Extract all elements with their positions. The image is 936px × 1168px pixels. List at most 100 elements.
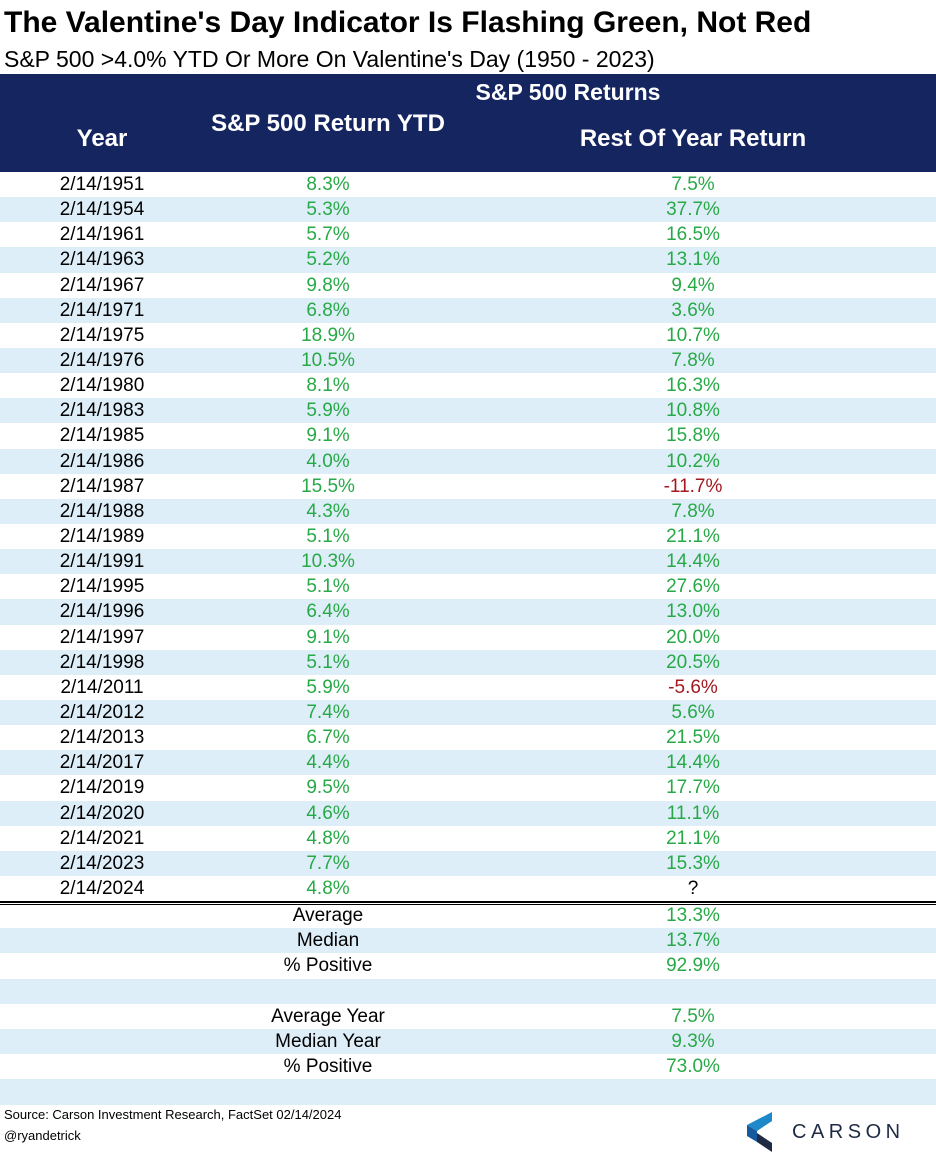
table-row: 2/14/2019 9.5% 17.7% <box>0 775 936 800</box>
table-row: 2/14/2012 7.4% 5.6% <box>0 699 936 726</box>
table-row: 2/14/1998 5.1% 20.5% <box>0 649 936 675</box>
cell-date: 2/14/1976 <box>59 349 145 371</box>
summary-label: Average Year <box>271 1005 385 1027</box>
cell-rest-of-year-return: 15.8% <box>666 425 720 447</box>
summary-value: 13.3% <box>666 905 720 926</box>
table-row: 2/14/1954 5.3% 37.7% <box>0 197 936 223</box>
cell-date: 2/14/2012 <box>59 701 145 723</box>
cell-date: 2/14/1963 <box>59 249 145 271</box>
table-row: 2/14/2013 6.7% 21.5% <box>0 725 936 750</box>
cell-rest-of-year-return: 15.3% <box>666 852 720 874</box>
table-row: 2/14/1975 18.9% 10.7% <box>0 323 936 348</box>
summary-value: 92.9% <box>666 955 720 977</box>
cell-date: 2/14/2013 <box>59 727 145 749</box>
cell-ytd-return: 10.3% <box>301 551 355 573</box>
cell-rest-of-year-return: 13.1% <box>666 249 720 271</box>
cell-rest-of-year-return: 10.7% <box>666 324 720 346</box>
cell-rest-of-year-return: 11.1% <box>666 802 720 824</box>
cell-rest-of-year-return: 7.8% <box>671 500 715 522</box>
cell-date: 2/14/1998 <box>59 651 145 673</box>
author-handle: @ryandetrick <box>4 1128 81 1143</box>
cell-ytd-return: 6.7% <box>306 727 350 749</box>
summary-row: Average Year 7.5% <box>0 1004 936 1029</box>
cell-rest-of-year-return: 14.4% <box>666 551 720 573</box>
cell-date: 2/14/2011 <box>60 676 144 698</box>
summary-label: Median Year <box>275 1030 381 1052</box>
summary-row: Median Year 9.3% <box>0 1028 936 1055</box>
cell-rest-of-year-return: -5.6% <box>668 676 718 698</box>
table-row: 2/14/1985 9.1% 15.8% <box>0 423 936 448</box>
summary-label: % Positive <box>283 1056 373 1078</box>
table-row: 2/14/2017 4.4% 14.4% <box>0 750 936 776</box>
summary-row <box>0 978 936 1004</box>
carson-chevron-logo-icon <box>747 1112 772 1152</box>
cell-date: 2/14/2024 <box>59 877 145 899</box>
table-row: 2/14/1995 5.1% 27.6% <box>0 574 936 599</box>
cell-rest-of-year-return: 13.0% <box>666 601 720 623</box>
summary-label: Median <box>296 930 360 952</box>
summary-value: 73.0% <box>666 1056 720 1078</box>
cell-ytd-return: 4.8% <box>306 827 350 849</box>
cell-rest-of-year-return: 21.1% <box>666 525 720 547</box>
summary-row: Median 13.7% <box>0 928 936 954</box>
cell-date: 2/14/1961 <box>59 224 145 246</box>
summary-row <box>0 1079 936 1105</box>
cell-ytd-return: 5.9% <box>306 676 350 698</box>
table-header: S&P 500 Returns Year S&P 500 Return YTD … <box>0 74 936 172</box>
table-row: 2/14/1997 9.1% 20.0% <box>0 625 936 650</box>
cell-ytd-return: 8.3% <box>306 174 350 195</box>
cell-rest-of-year-return: ? <box>687 877 699 899</box>
cell-ytd-return: 7.7% <box>306 852 350 874</box>
cell-date: 2/14/1951 <box>59 174 145 195</box>
cell-rest-of-year-return: 9.4% <box>671 274 715 296</box>
summary-label: % Positive <box>283 955 373 977</box>
summary-value: 9.3% <box>671 1030 715 1052</box>
cell-ytd-return: 4.8% <box>306 877 350 899</box>
cell-date: 2/14/2023 <box>59 852 145 874</box>
table-row: 2/14/2023 7.7% 15.3% <box>0 850 936 876</box>
table-row: 2/14/1986 4.0% 10.2% <box>0 448 936 474</box>
table-body: 2/14/1951 8.3% 7.5% 2/14/1954 5.3% 37.7% 2/14/… <box>0 172 936 901</box>
table-row: 2/14/1976 10.5% 7.8% <box>0 347 936 374</box>
cell-rest-of-year-return: 37.7% <box>666 199 720 221</box>
cell-rest-of-year-return: 10.2% <box>666 450 720 472</box>
cell-date: 2/14/2021 <box>59 827 145 849</box>
cell-date: 2/14/1983 <box>59 400 145 422</box>
cell-date: 2/14/1980 <box>59 375 145 397</box>
summary-value: 7.5% <box>671 1005 715 1027</box>
cell-ytd-return: 9.1% <box>306 626 350 648</box>
table-row: 2/14/2024 4.8%? <box>0 876 936 901</box>
cell-date: 2/14/1986 <box>59 450 145 472</box>
cell-rest-of-year-return: 16.3% <box>666 375 720 397</box>
cell-ytd-return: 9.1% <box>306 425 350 447</box>
cell-ytd-return: 5.9% <box>306 400 350 422</box>
cell-rest-of-year-return: 21.5% <box>666 727 720 749</box>
cell-ytd-return: 5.1% <box>306 651 350 673</box>
cell-ytd-return: 7.4% <box>306 701 350 723</box>
cell-rest-of-year-return: 7.5% <box>671 174 715 195</box>
cell-date: 2/14/2017 <box>59 752 145 774</box>
table-row: 2/14/1967 9.8% 9.4% <box>0 273 936 298</box>
summary-label: Average <box>292 905 364 926</box>
table-row: 2/14/2020 4.6% 11.1% <box>0 800 936 826</box>
cell-date: 2/14/2019 <box>59 777 145 799</box>
logo-wordmark: CARSON <box>792 1121 905 1143</box>
cell-date: 2/14/1989 <box>59 525 145 547</box>
cell-date: 2/14/1987 <box>59 475 145 497</box>
cell-date: 2/14/1991 <box>59 551 145 573</box>
column-header-ytd: S&P 500 Return YTD <box>211 110 445 137</box>
table-row: 2/14/1987 15.5% -11.7% <box>0 474 936 499</box>
cell-ytd-return: 6.4% <box>306 601 350 623</box>
header-group-label: S&P 500 Returns <box>475 79 661 105</box>
cell-date: 2/14/1971 <box>59 299 145 321</box>
table-row: 2/14/2011 5.9% -5.6% <box>0 675 936 700</box>
cell-ytd-return: 5.1% <box>306 576 350 598</box>
cell-date: 2/14/1975 <box>59 324 145 346</box>
summary-row: % Positive 73.0% <box>0 1054 936 1079</box>
cell-rest-of-year-return: 3.6% <box>671 299 715 321</box>
summary-row: Average 13.3% <box>0 903 936 928</box>
cell-rest-of-year-return: 14.4% <box>666 752 720 774</box>
table-row: 2/14/1988 4.3% 7.8% <box>0 498 936 524</box>
chart-title: The Valentine's Day Indicator Is Flashin… <box>4 6 812 39</box>
cell-ytd-return: 5.2% <box>306 249 350 271</box>
